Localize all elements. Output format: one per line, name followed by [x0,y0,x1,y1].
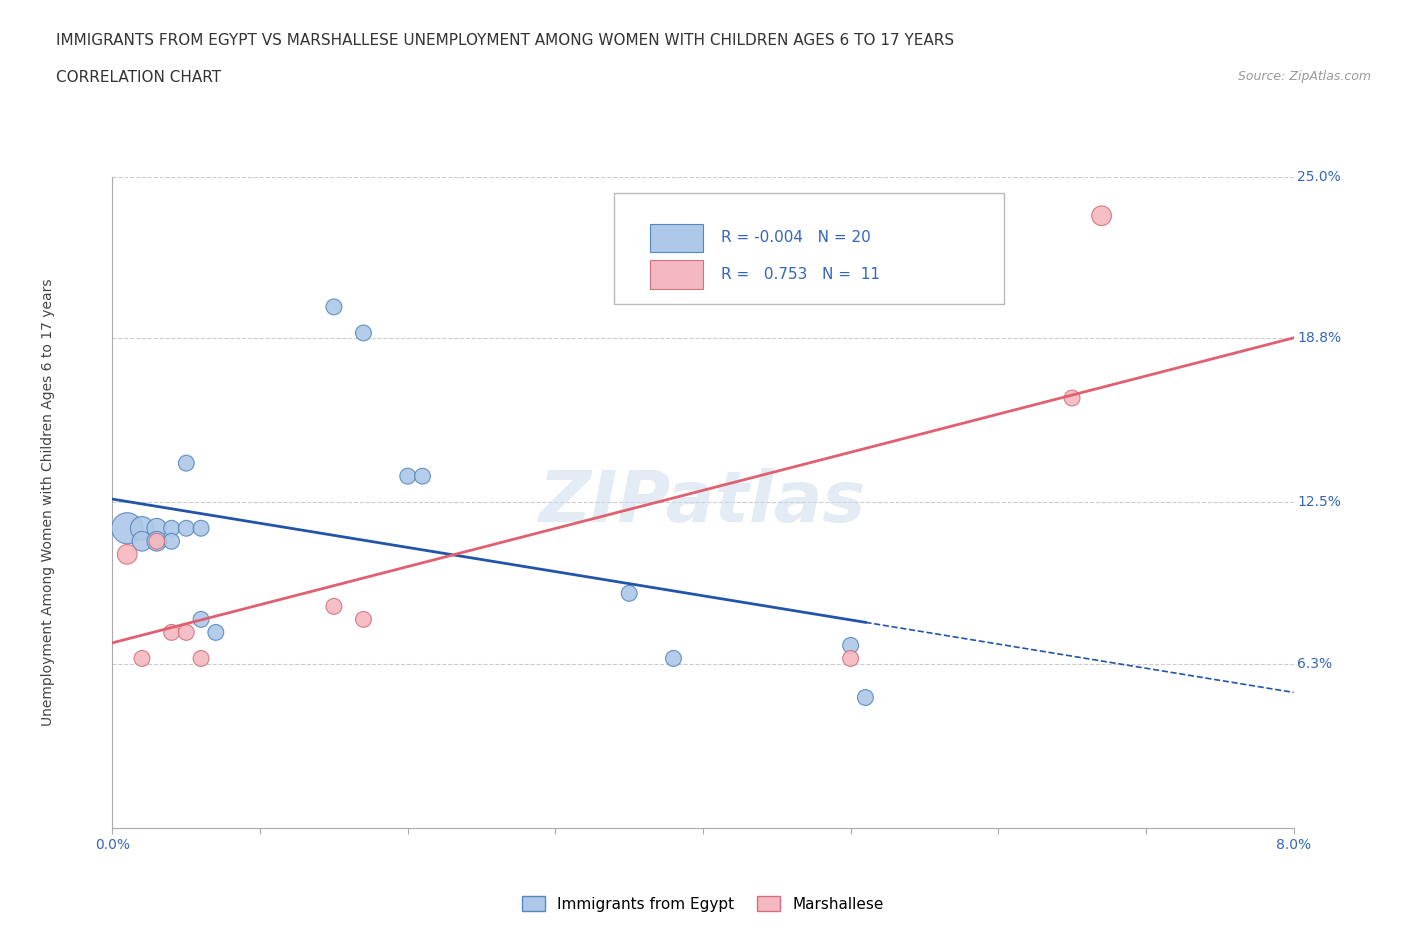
Bar [650,223,703,252]
Text: 6.3%: 6.3% [1298,657,1333,671]
Point [839,638,862,653]
Text: CORRELATION CHART: CORRELATION CHART [56,70,221,85]
Point [160,625,183,640]
Text: Unemployment Among Women with Children Ages 6 to 17 years: Unemployment Among Women with Children A… [41,278,55,726]
Point [190,612,212,627]
Point [131,521,153,536]
Bar [650,260,703,288]
Point [131,651,153,666]
Point [190,521,212,536]
Text: 18.8%: 18.8% [1298,331,1341,345]
Point [117,521,138,536]
Point [619,586,641,601]
Point [117,547,138,562]
Text: R = -0.004   N = 20: R = -0.004 N = 20 [721,231,870,246]
Point [160,521,183,536]
Point [1062,391,1084,405]
Point [412,469,434,484]
Point [662,651,685,666]
Point [323,299,346,314]
Legend: Immigrants from Egypt, Marshallese: Immigrants from Egypt, Marshallese [516,889,890,918]
Point [352,326,374,340]
Point [146,534,169,549]
Text: Source: ZipAtlas.com: Source: ZipAtlas.com [1237,70,1371,83]
Text: 25.0%: 25.0% [1298,169,1341,184]
FancyBboxPatch shape [614,193,1004,304]
Point [131,534,153,549]
Point [396,469,419,484]
Point [160,534,183,549]
Point [323,599,346,614]
Point [174,521,197,536]
Point [174,456,197,471]
Point [190,651,212,666]
Point [1091,208,1114,223]
Point [853,690,877,705]
Point [174,625,197,640]
Text: IMMIGRANTS FROM EGYPT VS MARSHALLESE UNEMPLOYMENT AMONG WOMEN WITH CHILDREN AGES: IMMIGRANTS FROM EGYPT VS MARSHALLESE UNE… [56,33,955,47]
Text: R =   0.753   N =  11: R = 0.753 N = 11 [721,267,880,282]
Point [839,651,862,666]
Point [205,625,228,640]
Text: ZIPatlas: ZIPatlas [540,468,866,537]
Point [352,612,374,627]
Point [146,534,169,549]
Text: 12.5%: 12.5% [1298,495,1341,510]
Point [146,521,169,536]
